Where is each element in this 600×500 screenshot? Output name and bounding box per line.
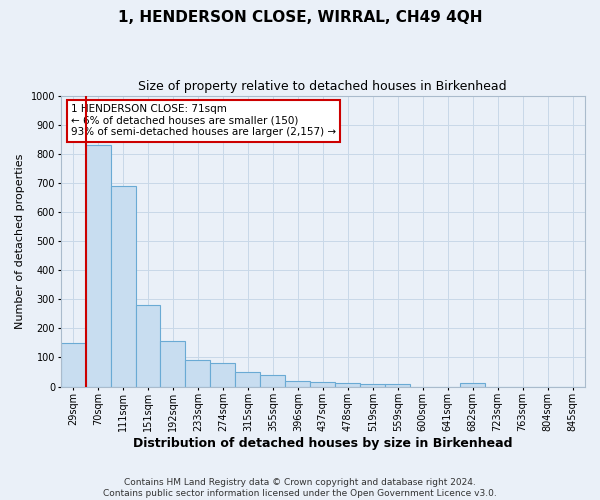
Y-axis label: Number of detached properties: Number of detached properties <box>15 154 25 328</box>
Bar <box>360 384 385 386</box>
Bar <box>260 375 286 386</box>
Bar <box>110 186 136 386</box>
Bar <box>136 305 160 386</box>
Bar <box>86 145 110 386</box>
Text: Contains HM Land Registry data © Crown copyright and database right 2024.
Contai: Contains HM Land Registry data © Crown c… <box>103 478 497 498</box>
Bar <box>310 382 335 386</box>
Text: 1 HENDERSON CLOSE: 71sqm
← 6% of detached houses are smaller (150)
93% of semi-d: 1 HENDERSON CLOSE: 71sqm ← 6% of detache… <box>71 104 336 138</box>
Bar <box>286 380 310 386</box>
Bar <box>335 383 360 386</box>
Bar <box>235 372 260 386</box>
X-axis label: Distribution of detached houses by size in Birkenhead: Distribution of detached houses by size … <box>133 437 512 450</box>
Bar <box>211 363 235 386</box>
Bar <box>460 383 485 386</box>
Bar <box>385 384 410 386</box>
Title: Size of property relative to detached houses in Birkenhead: Size of property relative to detached ho… <box>139 80 507 93</box>
Bar <box>160 342 185 386</box>
Bar <box>185 360 211 386</box>
Bar <box>61 343 86 386</box>
Text: 1, HENDERSON CLOSE, WIRRAL, CH49 4QH: 1, HENDERSON CLOSE, WIRRAL, CH49 4QH <box>118 10 482 25</box>
